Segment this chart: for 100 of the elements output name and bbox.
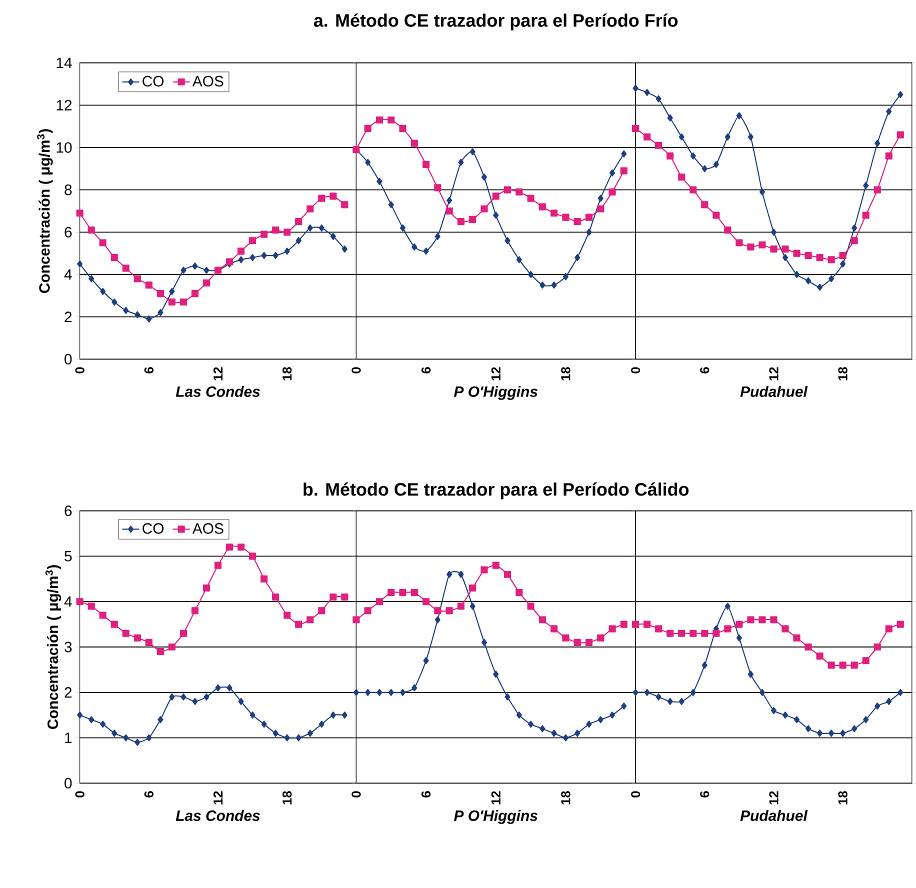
point <box>678 698 684 706</box>
point <box>272 252 278 260</box>
point <box>226 544 234 551</box>
point <box>88 226 95 234</box>
x-tick-label: 18 <box>282 367 292 380</box>
point <box>272 226 280 234</box>
y-tick-label: 10 <box>56 142 72 153</box>
point <box>492 192 500 200</box>
point <box>574 638 581 646</box>
point <box>770 707 777 714</box>
point <box>260 230 268 238</box>
point <box>538 616 546 624</box>
point <box>632 84 638 92</box>
point <box>747 616 754 624</box>
point <box>434 184 442 192</box>
point <box>469 216 476 224</box>
point <box>562 214 570 221</box>
point <box>620 620 628 628</box>
point <box>204 693 210 701</box>
point <box>446 607 453 614</box>
x-tick-label: 0 <box>75 791 84 798</box>
y-tick-label: 6 <box>64 506 72 516</box>
x-axis-title: P O'Higgins <box>454 386 538 400</box>
point <box>376 598 384 606</box>
point <box>480 566 488 574</box>
point <box>88 275 94 282</box>
point <box>817 284 823 291</box>
point <box>238 256 244 264</box>
point <box>226 684 232 692</box>
point <box>410 589 418 596</box>
point <box>690 186 697 194</box>
y-tick-label: 2 <box>64 312 72 322</box>
point <box>713 160 719 168</box>
point <box>885 152 892 160</box>
point <box>874 643 881 651</box>
point <box>77 712 83 719</box>
x-tick-label: 18 <box>838 791 848 804</box>
point <box>410 140 418 147</box>
x-tick-label: 12 <box>213 367 223 380</box>
point <box>527 602 534 610</box>
point <box>284 612 291 619</box>
x-tick-label: 12 <box>769 367 778 380</box>
point <box>804 643 812 651</box>
point <box>469 584 476 592</box>
point <box>123 734 129 742</box>
point <box>585 214 593 221</box>
x-tick-label: 0 <box>75 367 84 374</box>
chart-title: a. Método CE trazador para el Período Frío <box>314 13 678 30</box>
point <box>272 594 280 601</box>
point <box>284 228 291 236</box>
point <box>134 275 141 282</box>
point <box>828 730 834 737</box>
point <box>434 607 442 614</box>
point <box>400 688 406 696</box>
point <box>666 152 674 160</box>
y-tick-label: 1 <box>65 732 72 743</box>
point <box>352 616 360 624</box>
point <box>261 252 267 260</box>
point <box>770 246 778 253</box>
point <box>852 725 858 732</box>
point <box>88 716 94 724</box>
point <box>388 688 394 696</box>
chart-title: b. Método CE trazador para el Período Cálido <box>304 482 689 500</box>
point <box>574 218 581 226</box>
point <box>562 734 569 742</box>
point <box>88 602 95 610</box>
point <box>493 670 499 678</box>
point <box>516 589 523 596</box>
x-tick-label: 6 <box>144 367 154 374</box>
point <box>330 192 337 200</box>
point <box>318 720 324 728</box>
point <box>422 160 430 168</box>
x-tick-label: 18 <box>561 367 570 380</box>
point <box>318 224 324 232</box>
point <box>805 725 812 732</box>
y-tick-label: 8 <box>64 184 72 196</box>
point <box>816 254 824 262</box>
point <box>342 712 348 719</box>
point <box>862 657 870 664</box>
y-tick-label: 0 <box>64 778 72 788</box>
point <box>237 248 245 255</box>
x-tick-label: 6 <box>700 367 710 374</box>
point <box>758 616 766 624</box>
point <box>318 607 326 614</box>
point <box>306 616 314 624</box>
point <box>145 638 152 646</box>
point <box>77 260 83 268</box>
point <box>667 114 673 122</box>
point <box>736 620 743 628</box>
point <box>112 298 118 306</box>
point <box>598 716 604 724</box>
point <box>632 620 640 628</box>
point <box>586 228 592 236</box>
point <box>586 720 592 728</box>
point <box>690 630 697 637</box>
point <box>736 634 742 642</box>
point <box>538 203 546 210</box>
point <box>99 612 106 619</box>
point <box>122 264 130 272</box>
point <box>492 562 500 569</box>
